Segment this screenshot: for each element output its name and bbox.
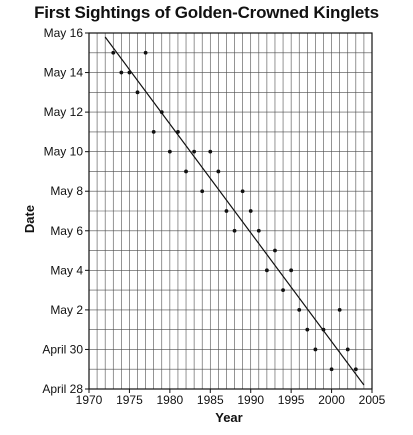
data-point	[151, 129, 156, 134]
data-point	[184, 169, 188, 174]
y-tick-label: May 12	[44, 105, 84, 119]
data-point	[111, 50, 116, 55]
data-point	[313, 347, 318, 352]
tick-labels: 1970 1975 1980 1985 1990 1995 2000 2005 May 16 Ma…	[42, 26, 385, 407]
data-point	[192, 149, 197, 154]
data-point	[321, 327, 326, 332]
data-point	[248, 209, 253, 213]
data-point	[289, 268, 294, 273]
data-point	[337, 307, 342, 312]
x-tick-label: 1990	[237, 393, 264, 407]
data-point	[143, 50, 148, 55]
data-point	[224, 209, 229, 213]
data-point	[200, 189, 205, 194]
y-tick-label: May 10	[44, 145, 84, 159]
data-point	[297, 307, 302, 312]
data-point	[281, 288, 285, 293]
data-point	[264, 268, 269, 273]
data-point	[256, 228, 261, 233]
data-point	[345, 347, 350, 352]
plot-frame	[88, 32, 373, 390]
data-point	[208, 149, 213, 154]
y-axis-label: Date	[22, 205, 37, 233]
grid	[88, 32, 373, 390]
x-tick-label: 1970	[76, 393, 103, 407]
x-tick-label: 2005	[359, 393, 386, 407]
data-point	[135, 90, 140, 95]
x-tick-label: 1995	[278, 393, 305, 407]
x-axis-label: Year	[215, 410, 242, 425]
data-point	[232, 228, 237, 233]
data-point	[273, 248, 277, 253]
axes	[85, 32, 373, 393]
x-tick-label: 1980	[157, 393, 184, 407]
chart-title: First Sightings of Golden-Crowned Kingle…	[34, 3, 379, 22]
x-tick-label: 1975	[116, 393, 143, 407]
y-tick-label: May 14	[44, 66, 84, 80]
data-point	[119, 70, 124, 75]
y-tick-label: May 16	[44, 26, 84, 40]
y-tick-label: May 2	[50, 303, 83, 317]
data-point	[159, 110, 164, 115]
data-point	[305, 327, 310, 332]
y-tick-label: April 30	[42, 342, 83, 356]
trend-line	[104, 36, 365, 386]
y-tick-label: April 28	[42, 382, 83, 396]
data-point	[329, 367, 334, 372]
data-point	[167, 149, 172, 154]
y-tick-label: May 8	[50, 184, 83, 198]
data-points	[111, 50, 358, 372]
data-point	[240, 189, 245, 194]
data-point	[127, 70, 132, 75]
data-point	[353, 367, 358, 372]
data-point	[176, 129, 180, 134]
y-tick-label: May 6	[50, 224, 83, 238]
y-tick-label: May 4	[50, 263, 83, 277]
x-tick-label: 1985	[197, 393, 224, 407]
trend-line-layer	[104, 36, 365, 386]
x-tick-label: 2000	[318, 393, 345, 407]
data-point	[216, 169, 221, 174]
